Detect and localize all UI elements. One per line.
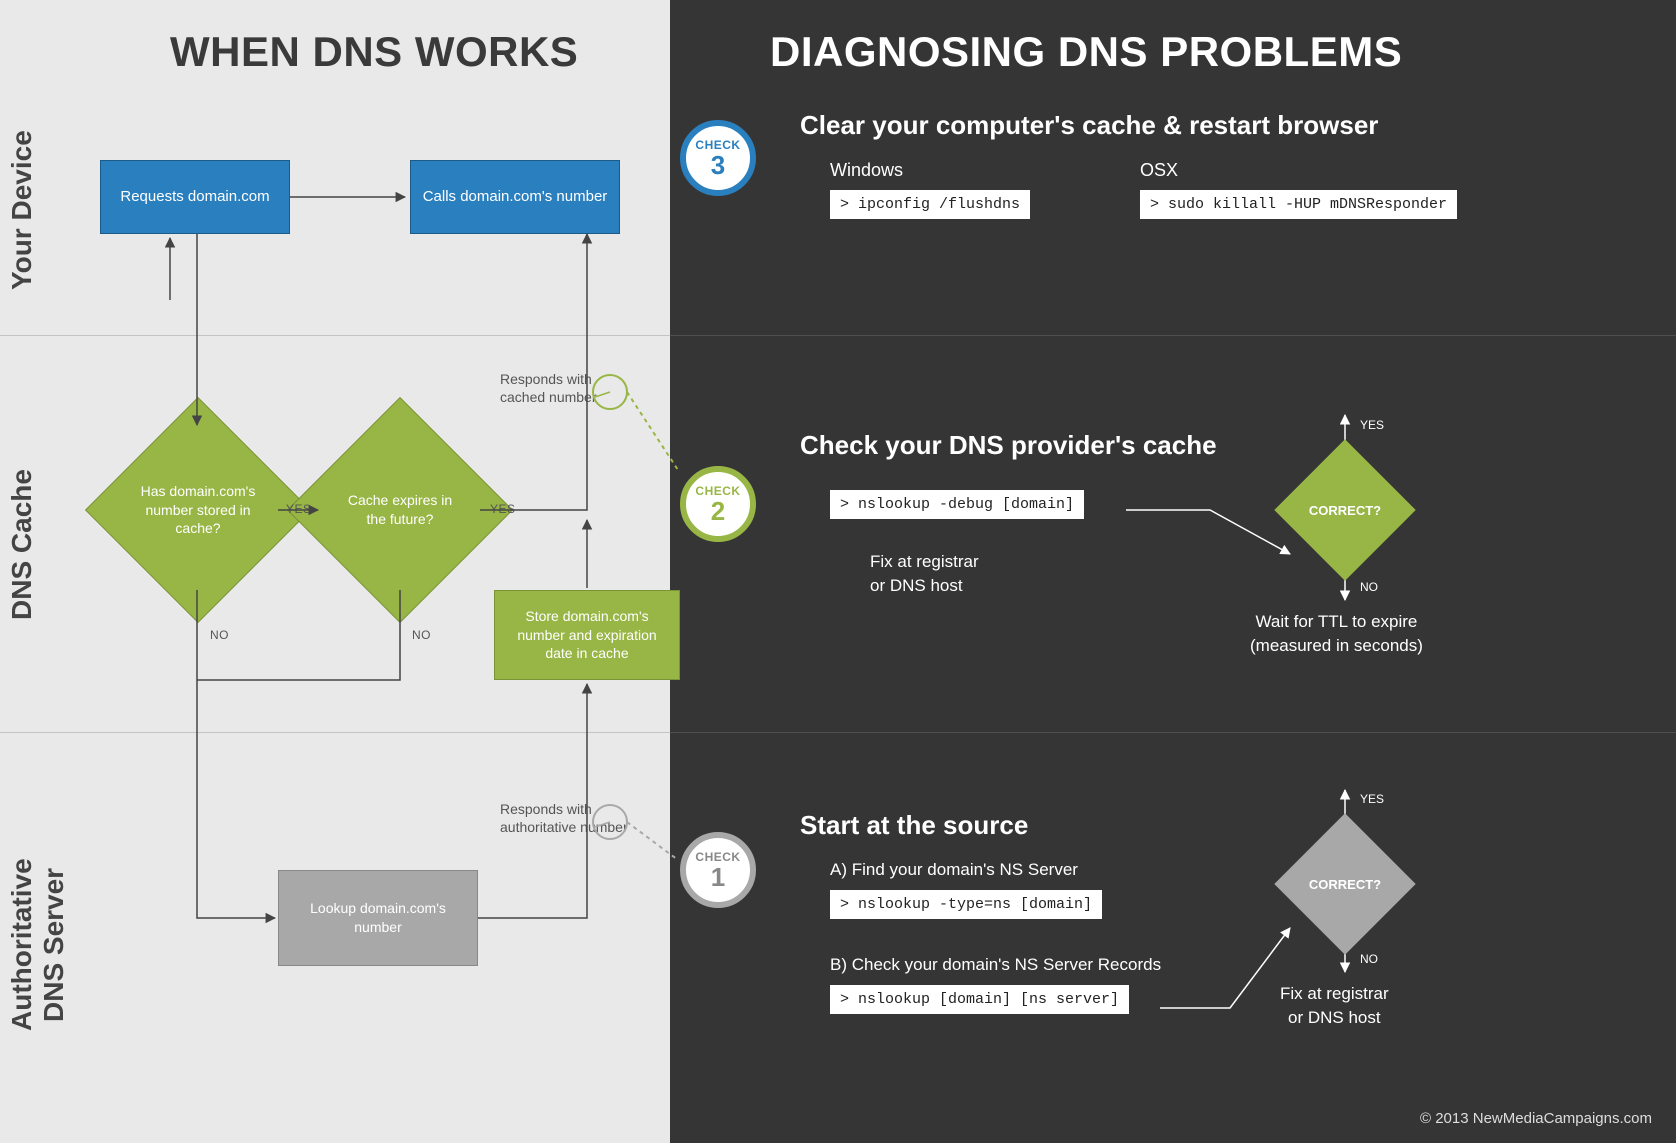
r2-heading: Check your DNS provider's cache <box>800 430 1217 461</box>
check-badge-1: CHECK1 <box>680 832 756 908</box>
r2-correct-diamond: CORRECT? <box>1295 460 1395 560</box>
r1-osx-cmd: > sudo killall -HUP mDNSResponder <box>1140 190 1457 219</box>
title-right: DIAGNOSING DNS PROBLEMS <box>770 28 1402 76</box>
annot-resp-cached: Responds withcached number <box>500 370 597 406</box>
r2-fix-note: Fix at registrar or DNS host <box>870 550 979 598</box>
label-yes-2: YES <box>490 502 516 516</box>
r2-wait-note: Wait for TTL to expire (measured in seco… <box>1250 610 1423 658</box>
row-label-auth-server: Authoritative DNS Server <box>6 790 46 1100</box>
r1-windows-cmd: > ipconfig /flushdns <box>830 190 1030 219</box>
row-divider-2 <box>0 732 1676 733</box>
r2-cmd: > nslookup -debug [domain] <box>830 490 1084 519</box>
label-no-1: NO <box>210 628 229 642</box>
box-lookup: Lookup domain.com's number <box>278 870 478 966</box>
row-label-dns-cache: DNS Cache <box>6 420 46 670</box>
title-left: WHEN DNS WORKS <box>170 28 578 76</box>
r2-no: NO <box>1360 580 1378 594</box>
r1-osx-label: OSX <box>1140 160 1178 181</box>
box-store-cache: Store domain.com's number and expiration… <box>494 590 680 680</box>
r3-correct-diamond: CORRECT? <box>1295 834 1395 934</box>
copyright: © 2013 NewMediaCampaigns.com <box>1420 1110 1652 1127</box>
r1-windows-label: Windows <box>830 160 903 181</box>
box-calls-number: Calls domain.com's number <box>410 160 620 234</box>
r3-step-a: A) Find your domain's NS Server <box>830 860 1078 880</box>
r3-cmd-a: > nslookup -type=ns [domain] <box>830 890 1102 919</box>
diamond-cache-future: Cache expires in the future? <box>320 430 480 590</box>
annot-resp-auth: Responds withauthoritative number <box>500 800 628 836</box>
r3-no: NO <box>1360 952 1378 966</box>
r3-cmd-b: > nslookup [domain] [ns server] <box>830 985 1129 1014</box>
box-requests-domain: Requests domain.com <box>100 160 290 234</box>
row-divider-1 <box>0 335 1676 336</box>
r3-heading: Start at the source <box>800 810 1028 841</box>
r3-step-b: B) Check your domain's NS Server Records <box>830 955 1161 975</box>
r2-yes: YES <box>1360 418 1384 432</box>
r3-yes: YES <box>1360 792 1384 806</box>
label-no-2: NO <box>412 628 431 642</box>
row-label-your-device: Your Device <box>6 120 46 300</box>
label-yes-1: YES <box>286 502 312 516</box>
r3-fix-note: Fix at registrar or DNS host <box>1280 982 1389 1030</box>
check-badge-3: CHECK3 <box>680 120 756 196</box>
r1-heading: Clear your computer's cache & restart br… <box>800 110 1378 141</box>
check-badge-2: CHECK2 <box>680 466 756 542</box>
diamond-has-cache: Has domain.com's number stored in cache? <box>118 430 278 590</box>
